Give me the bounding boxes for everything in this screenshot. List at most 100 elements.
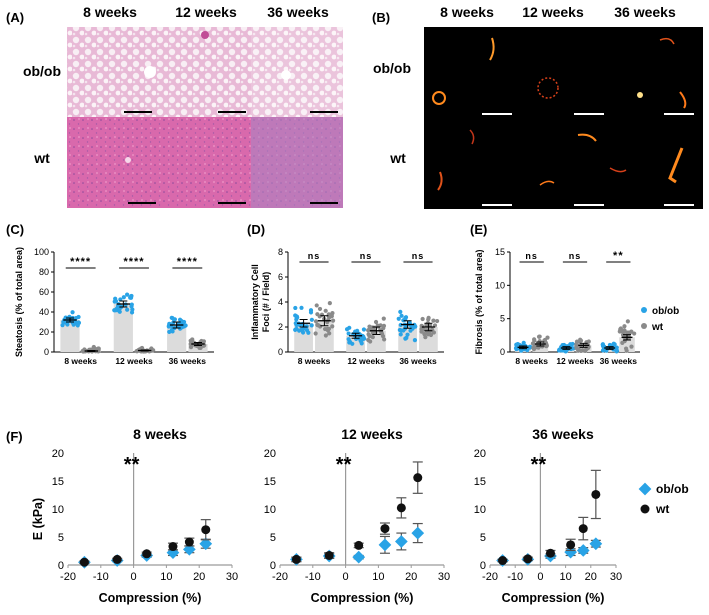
panel-label-a: (A): [6, 10, 24, 25]
panel-label-d: (D): [247, 222, 265, 237]
data-point-wt: [536, 334, 542, 339]
y-tick-label: 100: [34, 247, 49, 257]
data-point-wt: [591, 489, 601, 499]
histology-image-obob-12w: [161, 27, 251, 117]
x-tick-label: 0: [131, 571, 137, 583]
data-point-ob-ob: [520, 343, 525, 348]
data-point-wt: [532, 337, 537, 342]
significance-annotation: **: [336, 454, 352, 476]
data-point-wt: [381, 316, 386, 321]
dot-plot-fibrosis: 0 5 10 15 Fibrosis (% of total area) 8 weeks n…: [474, 247, 640, 366]
data-point-ob-ob: [589, 537, 603, 551]
x-tick-label: 10: [559, 571, 571, 583]
data-point-wt: [545, 548, 555, 558]
y-tick-label: 15: [52, 476, 64, 488]
data-point-wt: [428, 322, 433, 328]
data-point-ob-ob: [309, 317, 314, 322]
data-point-ob-ob: [116, 303, 121, 308]
x-tick-label: 8 weeks: [298, 356, 331, 366]
y-axis-label: E (kPa): [31, 498, 45, 540]
data-point-wt: [367, 324, 372, 329]
data-point-wt: [618, 326, 623, 331]
dot-plot-inflammatory-foci: 0 2 4 6 8 Inflammatory Cell Foci (# / Field) 8 …: [250, 247, 444, 366]
histology-grid: [67, 27, 343, 208]
x-tick-label: -10: [305, 571, 321, 583]
significance-label: ns: [569, 251, 582, 261]
data-point-wt: [523, 554, 533, 564]
x-tick-label: 30: [438, 571, 450, 583]
y-tick-label: 15: [495, 247, 505, 257]
fibre-signal: [537, 77, 559, 99]
data-point-wt: [396, 503, 406, 513]
data-point-wt: [168, 542, 178, 552]
data-point-wt: [313, 331, 318, 336]
data-point-wt: [322, 326, 328, 332]
dot-plot-steatosis: 0 20 40 60 80 100 Steatosis (% of total area) 8…: [14, 247, 214, 366]
data-point-ob-ob: [293, 305, 298, 311]
data-point-wt: [315, 312, 320, 317]
data-point-wt: [112, 554, 122, 564]
data-point-ob-ob: [125, 292, 130, 297]
legend-label-wt: wt: [651, 322, 664, 333]
x-tick-label: 36 weeks: [600, 356, 638, 366]
y-tick-label: 20: [52, 448, 64, 460]
data-point-ob-ob: [178, 319, 183, 324]
y-tick-label: 5: [500, 314, 505, 324]
fluorescence-grid: [424, 27, 703, 209]
legend-label-ob-ob-f: ob/ob: [656, 482, 689, 496]
data-point-wt: [576, 347, 582, 352]
elasticity-plot-12-weeks: 12 weeks 0 5 10 15 20 -20 -10 0 10 20 30 Compression…: [264, 426, 450, 605]
significance-label: ns: [308, 251, 321, 261]
y-tick-label: 15: [264, 476, 276, 488]
y-tick-label: 2: [278, 322, 283, 332]
data-point-ob-ob: [125, 307, 130, 312]
x-tick-label: 30: [226, 571, 238, 583]
fibre-signal: [577, 133, 597, 142]
x-tick-label: 36 weeks: [169, 356, 207, 366]
col-header-36-weeks-b: 36 weeks: [614, 4, 676, 20]
vessel: [201, 31, 209, 39]
data-point-ob-ob: [76, 320, 82, 325]
x-tick-label: 20: [193, 571, 205, 583]
x-tick-label: -10: [93, 571, 109, 583]
row-label-ob-ob-b: ob/ob: [373, 60, 411, 76]
row-label-wt-b: wt: [389, 150, 406, 166]
data-point-wt: [544, 344, 549, 349]
data-point-ob-ob: [121, 295, 126, 300]
data-point-ob-ob: [361, 327, 367, 332]
data-point-ob-ob: [60, 323, 65, 328]
fibre-signal: [637, 92, 643, 98]
data-point-wt: [313, 319, 319, 324]
significance-label: ns: [360, 251, 373, 261]
legend-marker-ob-ob: [641, 307, 647, 313]
data-point-ob-ob: [612, 342, 617, 347]
data-point-wt: [188, 345, 194, 350]
data-point-ob-ob: [398, 309, 403, 314]
y-axis-label: Inflammatory Cell: [250, 264, 260, 340]
data-point-ob-ob: [399, 313, 404, 318]
data-point-wt: [622, 324, 627, 329]
data-point-ob-ob: [346, 337, 351, 342]
data-point-ob-ob: [308, 310, 314, 315]
data-point-ob-ob: [405, 332, 410, 337]
data-point-ob-ob: [352, 550, 366, 564]
data-point-wt: [425, 330, 430, 335]
data-point-wt: [327, 301, 332, 306]
data-point-wt: [426, 317, 431, 322]
data-point-wt: [314, 303, 319, 308]
data-point-ob-ob: [113, 299, 119, 304]
data-point-wt: [625, 319, 630, 324]
col-header-36-weeks-a: 36 weeks: [267, 4, 329, 20]
data-point-wt: [326, 326, 332, 331]
x-tick-label: 0: [343, 571, 349, 583]
x-tick-label: 0: [537, 571, 543, 583]
x-tick-label: 8 weeks: [515, 356, 548, 366]
significance-label: ****: [177, 256, 198, 268]
vessel: [281, 70, 291, 80]
data-point-wt: [317, 306, 323, 312]
data-point-wt: [431, 318, 436, 323]
histology-image-wt-8w: [67, 117, 161, 208]
fibre-signal: [609, 167, 627, 173]
x-tick-label: 20: [405, 571, 417, 583]
fibre-signal: [668, 147, 684, 184]
